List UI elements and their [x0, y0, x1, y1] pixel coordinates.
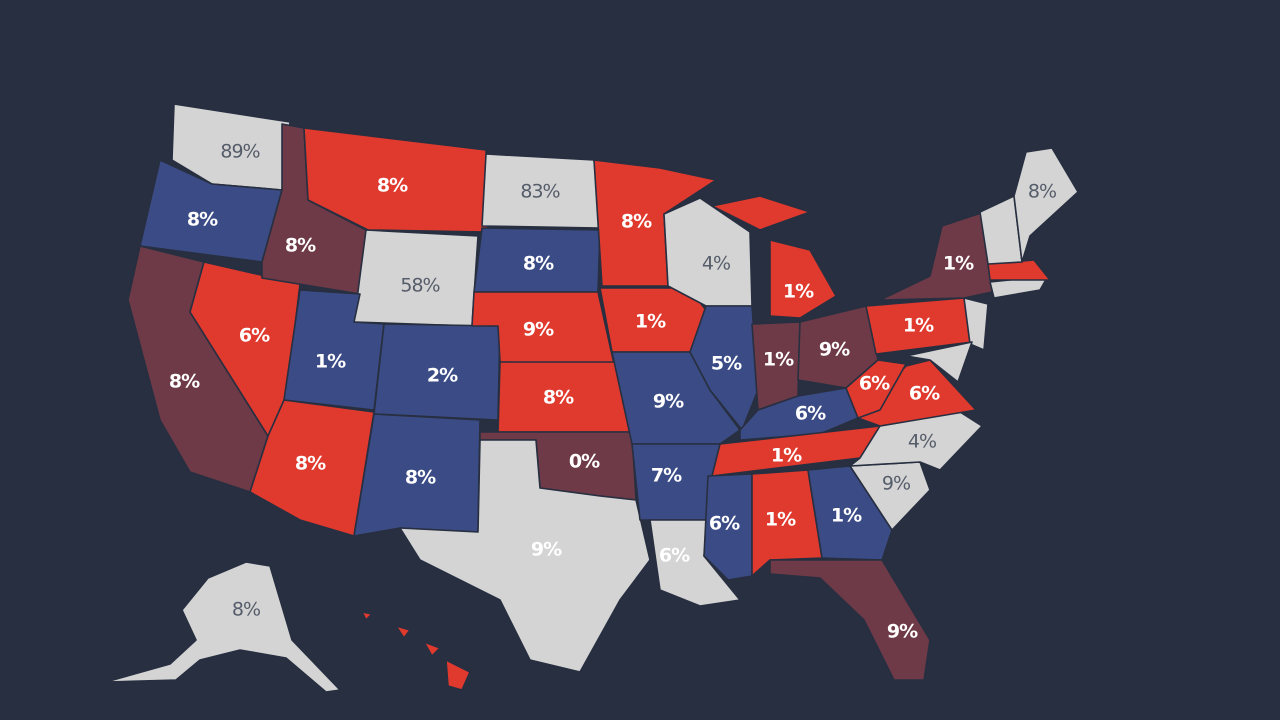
label-new-mexico: 8%: [405, 467, 436, 489]
label-colorado: 2%: [427, 365, 458, 387]
label-florida: 9%: [887, 621, 918, 643]
state-hawaii-kauai[interactable]: [361, 611, 373, 621]
label-nebraska: 9%: [523, 319, 554, 341]
label-ohio: 9%: [819, 339, 850, 361]
label-michigan: 1%: [783, 281, 814, 303]
state-florida[interactable]: [769, 559, 931, 681]
label-alabama: 1%: [765, 509, 796, 531]
state-michigan[interactable]: [769, 239, 837, 319]
label-minnesota: 8%: [621, 211, 652, 233]
label-south-dakota: 8%: [523, 253, 554, 275]
state-west-virginia[interactable]: [845, 359, 907, 419]
label-virginia: 6%: [909, 383, 940, 405]
label-nevada: 6%: [239, 325, 270, 347]
state-alaska[interactable]: [105, 561, 341, 693]
label-wisconsin: 4%: [702, 253, 730, 275]
state-texas[interactable]: [399, 439, 651, 673]
label-maine: 8%: [1028, 181, 1056, 203]
label-illinois: 5%: [711, 353, 742, 375]
label-montana: 8%: [377, 175, 408, 197]
label-mississippi: 6%: [709, 513, 740, 535]
state-hawaii-maui[interactable]: [423, 641, 441, 657]
label-arkansas: 7%: [651, 465, 682, 487]
label-south-carolina: 9%: [882, 473, 910, 495]
state-arizona[interactable]: [249, 399, 375, 537]
label-utah: 1%: [315, 351, 346, 373]
label-alaska: 8%: [232, 599, 260, 621]
label-louisiana: 6%: [659, 545, 690, 567]
state-new-york[interactable]: [879, 211, 993, 301]
state-maryland[interactable]: [905, 341, 973, 383]
state-alabama[interactable]: [751, 469, 823, 577]
label-pennsylvania: 1%: [903, 315, 934, 337]
label-indiana: 1%: [763, 349, 794, 371]
label-arizona: 8%: [295, 453, 326, 475]
label-north-dakota: 83%: [520, 181, 559, 203]
label-georgia: 1%: [831, 505, 862, 527]
label-oklahoma: 0%: [569, 451, 600, 473]
label-washington: 89%: [220, 141, 259, 163]
state-hawaii-oahu[interactable]: [395, 625, 411, 639]
label-west-virginia: 6%: [859, 373, 890, 395]
label-new-york: 1%: [943, 253, 974, 275]
label-kentucky: 6%: [795, 403, 826, 425]
label-texas: 9%: [531, 539, 562, 561]
label-north-carolina: 4%: [908, 431, 936, 453]
label-wyoming: 58%: [400, 275, 439, 297]
state-new-jersey[interactable]: [963, 297, 989, 351]
label-kansas: 8%: [543, 387, 574, 409]
label-iowa: 1%: [635, 311, 666, 333]
state-hawaii-big[interactable]: [445, 659, 471, 691]
state-mississippi[interactable]: [703, 473, 753, 581]
label-california: 8%: [169, 371, 200, 393]
label-oregon: 8%: [187, 209, 218, 231]
label-missouri: 9%: [653, 391, 684, 413]
state-michigan-upper[interactable]: [711, 195, 811, 231]
state-montana[interactable]: [303, 127, 489, 233]
label-tennessee: 1%: [771, 445, 802, 467]
state-maine[interactable]: [1013, 147, 1079, 263]
state-georgia[interactable]: [807, 465, 893, 561]
label-idaho: 8%: [285, 235, 316, 257]
